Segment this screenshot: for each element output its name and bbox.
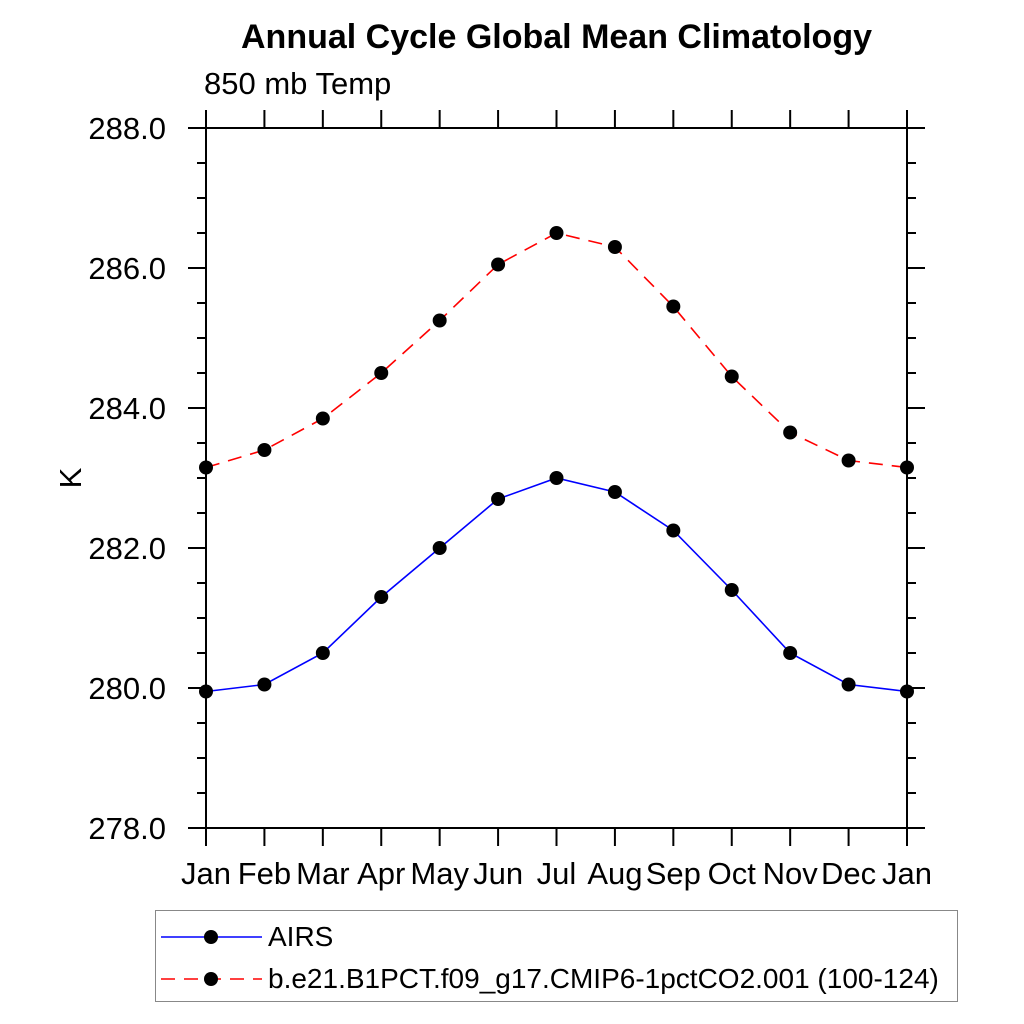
data-point-marker <box>315 646 330 660</box>
y-tick-label: 284.0 <box>88 391 166 426</box>
data-point-marker <box>432 313 447 328</box>
data-point-marker <box>900 684 914 699</box>
x-tick-label: Apr <box>357 856 405 891</box>
y-tick-label: 286.0 <box>88 251 166 286</box>
legend-marker <box>204 930 218 944</box>
chart-subtitle: 850 mb Temp <box>204 66 392 101</box>
data-point-marker <box>724 583 739 597</box>
data-point-marker <box>841 677 856 692</box>
legend-item-model: b.e21.B1PCT.f09_g17.CMIP6-1pctCO2.001 (1… <box>160 961 939 997</box>
legend-label-model: b.e21.B1PCT.f09_g17.CMIP6-1pctCO2.001 (1… <box>268 963 939 994</box>
data-point-marker <box>432 541 447 555</box>
series-line-model <box>205 232 908 469</box>
y-tick-label: 282.0 <box>88 531 166 566</box>
x-tick-label: Nov <box>763 856 819 891</box>
data-point-marker <box>199 684 213 699</box>
x-tick-label: Feb <box>238 856 291 891</box>
data-point-marker <box>257 677 272 692</box>
legend-line-sample-airs <box>161 930 262 944</box>
data-point-marker <box>724 369 739 384</box>
x-tick-label: Mar <box>296 856 349 891</box>
data-point-marker <box>549 471 564 485</box>
x-tick-label: Jul <box>537 856 577 891</box>
x-tick-label: Oct <box>708 856 757 891</box>
y-tick-label: 280.0 <box>88 671 166 706</box>
x-tick-label: Sep <box>646 856 701 891</box>
data-point-marker <box>315 411 330 426</box>
legend-box: AIRS b.e21.B1PCT.f09_g17.CMIP6-1pctCO2.0… <box>155 910 958 1002</box>
x-tick-label: May <box>410 856 469 891</box>
data-point-marker <box>783 646 798 660</box>
legend-item-airs: AIRS <box>160 919 333 955</box>
x-tick-label: Jan <box>181 856 231 891</box>
data-point-marker <box>607 240 622 254</box>
x-tick-label: Jun <box>473 856 523 891</box>
series-line-airs <box>205 477 908 693</box>
x-tick-label: Dec <box>821 856 876 891</box>
chart-title: Annual Cycle Global Mean Climatology <box>241 18 872 56</box>
x-tick-label: Jan <box>882 856 932 891</box>
legend-line-sample-model <box>161 972 262 986</box>
data-point-marker <box>549 226 564 240</box>
data-point-marker <box>783 425 798 440</box>
data-point-marker <box>257 443 272 457</box>
legend-label-airs: AIRS <box>268 921 334 952</box>
data-point-marker <box>374 366 389 380</box>
data-point-marker <box>666 299 681 314</box>
data-point-marker <box>374 590 389 604</box>
data-point-marker <box>900 460 914 475</box>
data-point-marker <box>491 257 506 272</box>
data-point-marker <box>666 523 681 538</box>
legend-marker <box>204 972 218 986</box>
y-tick-label: 288.0 <box>88 111 166 146</box>
data-point-marker <box>607 485 622 499</box>
data-point-marker <box>491 492 506 506</box>
y-tick-label: 278.0 <box>88 811 166 846</box>
data-point-marker <box>841 453 856 468</box>
data-point-marker <box>199 460 213 475</box>
x-tick-label: Aug <box>587 856 642 891</box>
